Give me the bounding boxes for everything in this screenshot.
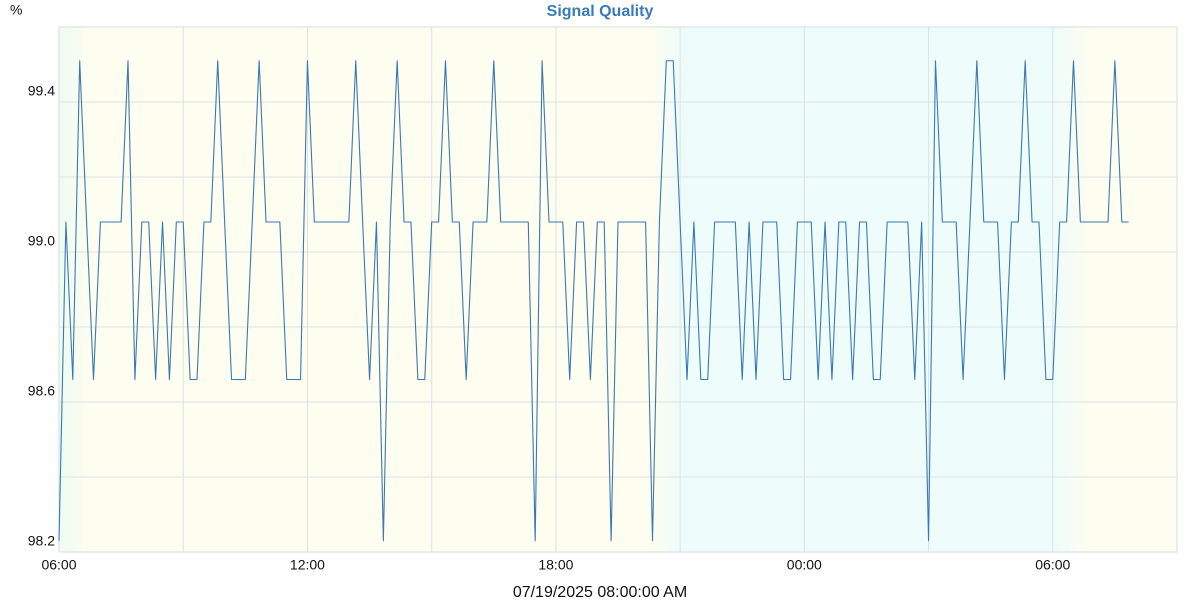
x-tick-label: 18:00 (538, 557, 573, 573)
x-tick-label: 12:00 (290, 557, 325, 573)
x-tick-label: 06:00 (41, 557, 76, 573)
plot-border (58, 26, 1178, 553)
chart-title: Signal Quality (547, 3, 654, 20)
y-tick-label: 98.2 (28, 533, 55, 549)
x-axis-label: 07/19/2025 08:00:00 AM (513, 584, 687, 600)
x-tick-label: 00:00 (787, 557, 822, 573)
data-line (58, 60, 1129, 542)
x-tick-label: 06:00 (1035, 557, 1070, 573)
y-tick-label: 99.0 (28, 233, 55, 249)
y-tick-label: 99.4 (28, 83, 55, 99)
plot-background (59, 27, 1177, 552)
y-axis-label: % (10, 2, 22, 18)
y-tick-label: 98.6 (28, 383, 55, 399)
